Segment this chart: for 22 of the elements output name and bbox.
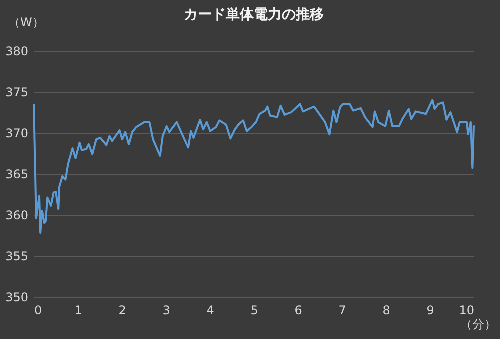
y-tick-label: 365 [6,168,28,182]
x-tick-label: 5 [250,304,258,318]
x-axis-title: （分） [460,318,496,332]
x-tick-label: 0 [34,304,42,318]
y-tick-label: 360 [6,208,28,222]
x-tick-label: 9 [426,304,434,318]
x-tick-label: 10 [459,304,474,318]
y-tick-label: 350 [6,290,28,304]
y-tick-label: 380 [6,44,28,58]
x-tick-label: 4 [206,304,214,318]
x-tick-label: 2 [118,304,126,318]
y-tick-label: 355 [6,250,28,264]
y-tick-label: 370 [6,126,28,140]
y-tick-label: 375 [6,86,28,100]
y-axis-title: （W） [8,16,44,30]
x-tick-label: 3 [162,304,170,318]
x-tick-label: 7 [338,304,346,318]
line-series [33,99,475,234]
chart-title: カード単体電力の推移 [184,7,324,23]
x-tick-label: 8 [382,304,390,318]
x-tick-label: 6 [294,304,302,318]
x-tick-label: 1 [74,304,82,318]
